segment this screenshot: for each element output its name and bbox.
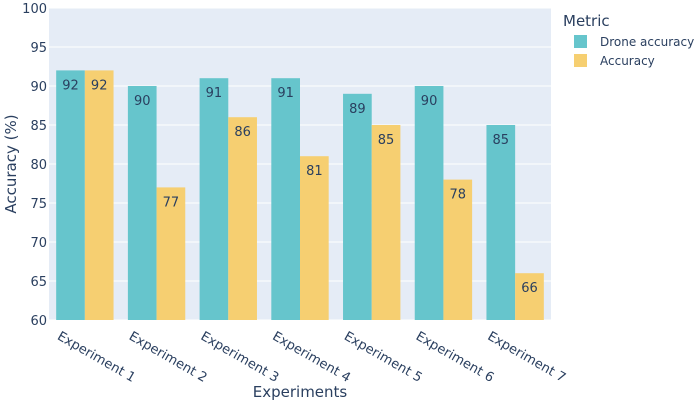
bar-value-label: 78 [449, 188, 466, 203]
legend: Metric Drone accuracy Accuracy [563, 12, 694, 68]
legend-title: Metric [563, 12, 610, 30]
legend-label: Drone accuracy [600, 35, 694, 49]
y-tick-label: 100 [22, 2, 47, 17]
bar [300, 156, 329, 320]
bar [199, 78, 229, 320]
bar-value-label: 92 [91, 78, 108, 93]
bar-value-label: 85 [378, 133, 395, 148]
bar-value-label: 77 [163, 195, 180, 210]
bar [84, 70, 114, 321]
bar [371, 125, 401, 320]
bar-value-label: 91 [206, 86, 223, 101]
bar [56, 70, 85, 321]
legend-swatch [574, 35, 587, 48]
y-tick-label: 65 [30, 275, 47, 290]
bar-value-label: 90 [134, 94, 151, 109]
x-tick-label: Experiment 7 [485, 329, 568, 386]
bar [156, 187, 186, 320]
bar-value-label: 90 [421, 94, 438, 109]
bar-value-label: 89 [349, 102, 366, 117]
bar [127, 86, 157, 320]
bar-value-label: 92 [62, 78, 79, 93]
bar [343, 93, 372, 320]
bar-labels: 92 92 90 77 91 86 91 81 89 85 90 78 85 66 [62, 78, 538, 296]
y-axis-ticks: 60 65 70 75 80 85 90 95 100 [22, 2, 47, 329]
y-axis-title: Accuracy (%) [2, 114, 20, 213]
bar-value-label: 66 [521, 281, 538, 296]
y-tick-label: 95 [30, 41, 47, 56]
bar [414, 86, 444, 320]
bar [271, 78, 300, 320]
bar [515, 273, 544, 320]
x-axis-title: Experiments [253, 383, 348, 400]
x-tick-label: Experiment 2 [126, 329, 209, 386]
bar-value-label: 86 [234, 125, 251, 140]
x-tick-label: Experiment 3 [198, 329, 281, 386]
x-tick-label: Experiment 6 [413, 329, 496, 386]
y-tick-label: 60 [30, 314, 47, 329]
bar-value-label: 81 [306, 164, 323, 179]
legend-label: Accuracy [600, 54, 655, 68]
bars [56, 70, 544, 321]
bar [486, 125, 516, 320]
bar [228, 117, 257, 320]
x-tick-label: Experiment 4 [270, 329, 353, 386]
x-tick-label: Experiment 1 [54, 329, 137, 386]
x-tick-label: Experiment 5 [341, 329, 424, 386]
y-tick-label: 80 [30, 158, 47, 173]
y-tick-label: 85 [30, 119, 47, 134]
y-tick-label: 90 [30, 80, 47, 95]
bar-value-label: 85 [493, 133, 510, 148]
bar-value-label: 91 [277, 86, 294, 101]
y-tick-label: 70 [30, 236, 47, 251]
bar [443, 179, 473, 320]
y-tick-label: 75 [30, 197, 47, 212]
legend-swatch [574, 54, 587, 67]
